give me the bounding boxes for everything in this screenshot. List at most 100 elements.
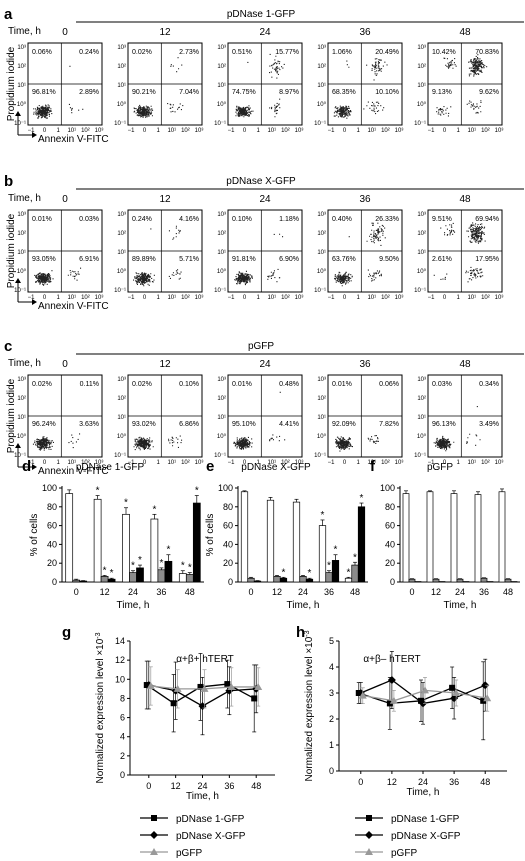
bar [185,574,194,583]
legend-marker [365,848,373,855]
y-decade-tick: 10⁻¹ [114,288,126,294]
x-tick-label: 48 [251,781,261,791]
y-axis-label: % of cells [29,514,40,557]
x-decade-tick: 10¹ [167,128,176,134]
y-decade-tick: 10² [317,231,326,237]
quadrant-lower-right: 3.49% [479,421,499,428]
y-decade-tick: 10² [317,396,326,402]
panel-letter: d [22,458,31,475]
x-decade-tick: 0 [43,295,47,301]
x-decade-tick: 10² [481,128,490,134]
series-diamond [144,660,261,736]
x-decade-tick: −1 [28,295,36,301]
x-decade-tick: −1 [128,295,136,301]
y-decade-tick: 10¹ [317,250,326,256]
x-decade-tick: 1 [357,128,361,134]
x-decade-tick: 10² [181,128,190,134]
legend-item: pGFP [140,848,202,859]
y-decade-tick: 10² [217,396,226,402]
y-tick-label: 12 [115,655,125,665]
y-tick-label: 60 [385,521,395,531]
event-dots [32,433,81,451]
significance-star: * [110,568,114,579]
y-decade-tick: 10³ [217,212,226,218]
x-tick-label: 36 [479,587,489,597]
y-decade-tick: 10⁻¹ [314,288,326,294]
y-decade-tick: 10³ [17,212,26,218]
quadrant-upper-right: 0.03% [79,216,99,223]
significance-star: * [159,558,163,569]
time-point-label: 24 [259,194,271,205]
y-decade-tick: 10¹ [117,250,126,256]
chart-title: pDNase 1-GFP [76,462,145,473]
data-point [254,682,263,690]
quadrant-upper-left: 0.02% [132,49,152,56]
flow-xlabel: Annexin V-FITC [38,466,109,477]
x-decade-tick: 0 [143,460,147,466]
data-point [173,684,182,692]
x-tick-label: 36 [156,587,166,597]
y-tick-label: 20 [223,558,233,568]
flow-plot: 0 0.02% 0.11% 96.24% 3.63% 10³ 10² 10¹ 10⁰ 10⁻¹−1… [14,359,103,466]
bar [72,579,81,583]
y-axis-exponent: -3 [304,630,311,636]
y-decade-tick: 10⁻¹ [14,453,26,459]
y-tick-label: 80 [385,502,395,512]
panel-letter: a [4,6,13,23]
y-decade-tick: 10⁰ [117,101,127,108]
x-decade-tick: 10³ [495,128,504,134]
x-decade-tick: 10¹ [467,460,476,466]
significance-star: * [103,565,107,576]
x-decade-tick: 0 [443,128,447,134]
quadrant-upper-right: 0.48% [279,381,299,388]
x-decade-tick: −1 [328,460,336,466]
x-tick-label: 48 [503,587,513,597]
y-tick-label: 0 [228,577,233,587]
time-point-label: 0 [62,359,68,370]
flow-plot: 12 0.02% 2.73% 90.21% 7.04% 10³ 10² 10¹ 10⁰ 10⁻¹−… [114,27,203,134]
legend-item: pGFP [355,848,417,859]
x-decade-tick: 0 [443,460,447,466]
x-decade-tick: 10³ [395,295,404,301]
y-decade-tick: 10¹ [117,83,126,89]
y-decade-tick: 10² [417,396,426,402]
x-decade-tick: 10² [181,295,190,301]
data-point [418,697,424,704]
flow-plot: 48 0.03% 0.34% 96.13% 3.49% 10³ 10² 10¹ 10⁰ 10⁻¹−… [414,359,503,466]
x-decade-tick: −1 [428,128,436,134]
x-arrow-head [32,464,37,470]
y-decade-tick: 10³ [217,377,226,383]
x-decade-tick: 10² [381,460,390,466]
y-arrow-head [15,278,21,283]
y-tick-label: 40 [47,539,57,549]
x-decade-tick: −1 [228,295,236,301]
y-tick-label: 2 [329,714,334,724]
y-tick-label: 100 [380,483,395,493]
legend-label: pDNase X-GFP [176,831,246,842]
y-decade-tick: 10³ [117,45,126,51]
x-decade-tick: 10² [81,128,90,134]
quadrant-lower-left: 2.61% [432,256,452,263]
data-point [170,700,177,707]
data-point [227,682,236,690]
flow-plot: 48 9.51% 69.94% 2.61% 17.95% 10³ 10² 10¹ 10⁰ 10⁻¹… [414,194,503,301]
quadrant-lower-right: 5.71% [179,256,199,263]
bar [136,567,144,583]
time-point-label: 48 [459,27,471,38]
x-decade-tick: −1 [228,128,236,134]
bar [357,506,366,583]
significance-star: * [327,561,331,572]
x-tick-label: 24 [128,587,138,597]
flow-panel-title: pGFP [248,341,274,352]
y-decade-tick: 10¹ [417,83,426,89]
bar [178,573,187,583]
x-decade-tick: −1 [428,460,436,466]
x-decade-tick: 0 [243,460,247,466]
x-decade-tick: 10³ [495,460,504,466]
data-point [197,683,204,690]
y-tick-label: 20 [385,558,395,568]
quadrant-upper-left: 1.06% [332,49,352,56]
